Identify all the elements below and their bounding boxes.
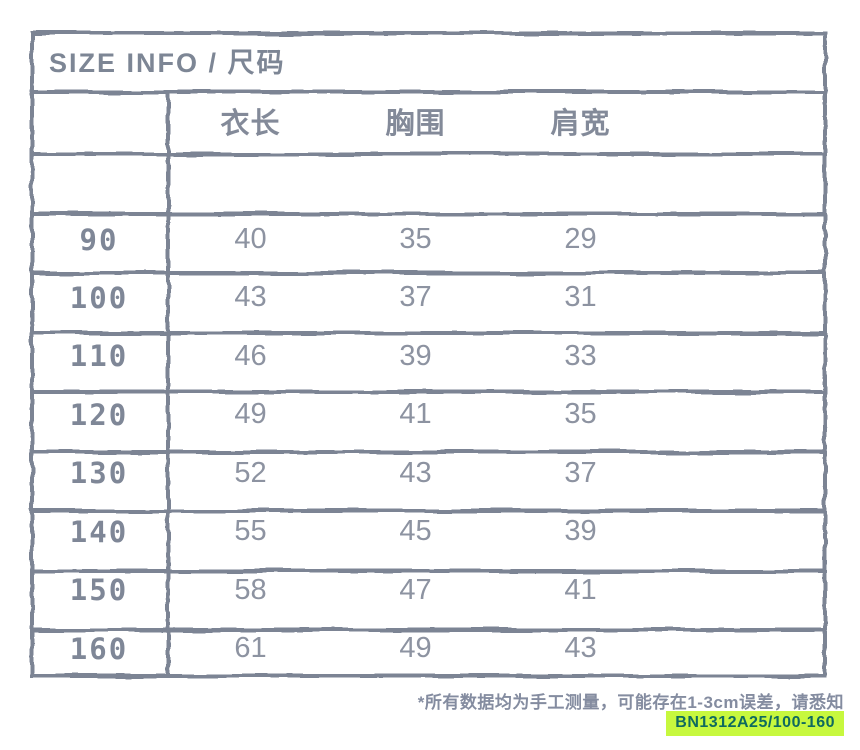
shoulder-cell: 37 [564,456,597,489]
table-row: 140 55 45 39 [30,503,827,561]
shoulder-cell: 29 [564,223,597,256]
model-number-badge: BN1312A25/100-160 [666,711,844,736]
grid-line-vertical [166,92,170,678]
table-row: 130 52 43 37 [30,444,827,502]
chest-cell: 49 [399,632,432,665]
garment-length-cell: 49 [234,398,267,431]
grid-line [30,211,827,216]
garment-length-cell: 52 [234,456,267,489]
garment-length-cell: 61 [234,632,267,665]
shoulder-cell: 41 [564,573,597,606]
garment-length-cell: 55 [234,515,267,548]
garment-length-cell: 46 [234,339,267,372]
table-grid-lines [30,31,827,678]
garment-length-cell: 40 [234,223,267,256]
grid-line [30,90,827,94]
grid-line [30,390,827,394]
shoulder-cell: 31 [564,281,597,314]
size-cell: 160 [69,631,129,666]
grid-line [30,152,827,156]
shoulder-cell: 33 [564,339,597,372]
chest-cell: 35 [399,223,432,256]
table-row: 160 61 49 43 [30,619,827,677]
size-cell: 140 [69,514,129,549]
chest-cell: 45 [399,515,432,548]
grid-line [30,271,827,275]
grid-line [30,568,827,573]
size-cell: 100 [69,280,129,315]
grid-line [30,628,827,632]
header-garment-length: 衣长 [220,108,281,141]
table-header-row: 衣长 胸围 肩宽 [30,91,827,152]
shoulder-cell: 39 [564,515,597,548]
table-row: 100 43 37 31 [30,269,827,327]
size-cell: 150 [69,573,129,608]
chest-cell: 41 [399,398,432,431]
size-cell: 130 [69,456,129,491]
chest-cell: 37 [399,281,432,314]
table-row: 90 40 35 29 [30,210,827,268]
header-shoulder: 肩宽 [550,108,611,141]
garment-length-cell: 58 [234,573,267,606]
table-title: SIZE INFO / 尺码 [49,48,286,79]
chest-cell: 47 [399,573,432,606]
chest-cell: 39 [399,339,432,372]
table-title-row: SIZE INFO / 尺码 [30,31,827,91]
chest-cell: 43 [399,456,432,489]
table-row [30,152,827,210]
grid-line [30,449,827,454]
size-info-table: SIZE INFO / 尺码 衣长 胸围 肩宽 90 40 35 29 100 … [30,31,827,678]
table-row: 150 58 47 41 [30,561,827,619]
table-row: 110 46 39 33 [30,327,827,385]
grid-line [30,509,827,513]
size-cell: 110 [69,339,129,374]
size-cell: 90 [79,222,119,257]
garment-length-cell: 43 [234,281,267,314]
measurement-disclaimer: *所有数据均为手工测量，可能存在1-3cm误差，请悉知 [417,693,844,712]
shoulder-cell: 35 [564,398,597,431]
header-chest: 胸围 [385,108,446,141]
table-row: 120 49 41 35 [30,386,827,444]
shoulder-cell: 43 [564,632,597,665]
table-outer-border [30,31,827,678]
grid-line [30,330,827,335]
size-cell: 120 [69,397,129,432]
